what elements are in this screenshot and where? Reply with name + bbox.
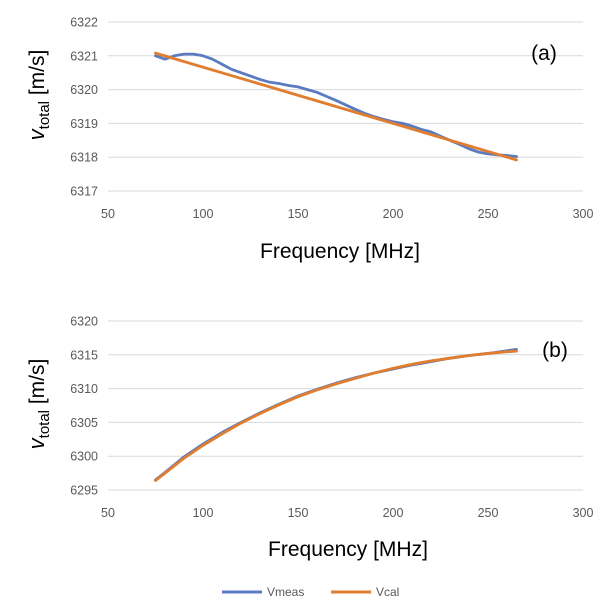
y-axis-label-sub-b: total [36,410,53,438]
y-tick-label-a-5: 6322 [70,16,98,30]
x-axis-label-a: Frequency [MHz] [260,240,420,263]
x-tick-labels-a: 50 100 150 200 250 300 [101,207,593,221]
x-tick-label-a-5: 300 [573,207,594,221]
panel-label-b: (b) [542,339,568,362]
x-axis-label-b: Frequency [MHz] [268,538,428,561]
y-tick-label-a-4: 6321 [70,49,98,63]
x-tick-label-a-1: 100 [193,207,214,221]
y-tick-labels-b: 6295 6300 6305 6310 6315 6320 [70,315,98,498]
y-tick-labels-a: 6317 6318 6319 6320 6321 6322 [70,16,98,199]
legend: Vmeas Vcal [222,585,399,599]
x-tick-label-b-3: 200 [383,506,404,520]
panel-label-a: (a) [531,42,557,65]
y-axis-label-a: vtotal [m/s] [24,50,53,141]
y-tick-label-b-2: 6305 [70,416,98,430]
x-tick-label-a-0: 50 [101,207,115,221]
x-tick-label-a-2: 150 [288,207,309,221]
y-tick-label-a-0: 6317 [70,185,98,199]
y-axis-label-unit-a: [m/s] [26,50,49,101]
y-tick-label-a-3: 6320 [70,83,98,97]
x-tick-label-b-1: 100 [193,506,214,520]
x-tick-label-b-0: 50 [101,506,115,520]
x-tick-label-b-4: 250 [478,506,499,520]
x-tick-label-b-2: 150 [288,506,309,520]
y-tick-label-a-1: 6318 [70,151,98,165]
chart-panel-b: 6295 6300 6305 6310 6315 6320 50 100 150 200 250 3… [24,315,593,562]
y-tick-label-b-0: 6295 [70,484,98,498]
gridlines-b [108,320,583,491]
y-tick-label-b-3: 6310 [70,382,98,396]
y-tick-label-b-1: 6300 [70,450,98,464]
y-axis-label-unit-b: [m/s] [26,359,49,410]
y-axis-label-main-b: v [24,436,49,449]
y-tick-label-b-4: 6315 [70,348,98,362]
legend-label-vcal: Vcal [376,585,399,599]
x-tick-label-b-5: 300 [573,506,594,520]
y-axis-label-sub-a: total [36,101,53,129]
x-tick-labels-b: 50 100 150 200 250 300 [101,506,593,520]
chart-panel-a: 6317 6318 6319 6320 6321 6322 50 100 150 200 250 3… [24,16,593,264]
x-tick-label-a-4: 250 [478,207,499,221]
x-tick-label-a-3: 200 [383,207,404,221]
series-line-vcal-a [154,51,518,162]
y-axis-label-b: vtotal [m/s] [24,359,53,450]
legend-label-vmeas: Vmeas [267,585,304,599]
series-group-a [154,51,518,162]
y-axis-label-main-a: v [24,127,49,140]
y-tick-label-a-2: 6319 [70,117,98,131]
series-line-vcal-b [154,349,518,482]
series-group-b [154,347,518,482]
y-tick-label-b-5: 6320 [70,315,98,329]
gridlines-a [108,21,583,192]
